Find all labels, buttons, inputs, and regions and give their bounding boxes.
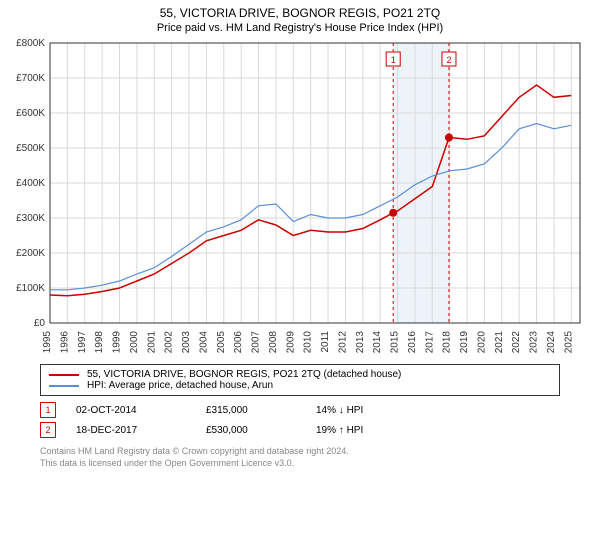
chart-svg: £0 £100K £200K £300K £400K £500K £600K £700K £80… [10, 38, 590, 358]
sale-marker: 2 [40, 422, 56, 438]
svg-text:2022: 2022 [511, 331, 522, 354]
svg-text:1998: 1998 [94, 331, 105, 354]
legend-label: 55, VICTORIA DRIVE, BOGNOR REGIS, PO21 2… [87, 369, 401, 380]
svg-text:£100K: £100K [16, 283, 45, 294]
legend-swatch [49, 385, 79, 387]
legend-row: 55, VICTORIA DRIVE, BOGNOR REGIS, PO21 2… [49, 369, 551, 380]
svg-text:2001: 2001 [146, 331, 157, 354]
sale-delta: 19% ↑ HPI [316, 425, 363, 436]
svg-text:2: 2 [446, 55, 451, 65]
svg-text:1997: 1997 [77, 331, 88, 354]
svg-text:£800K: £800K [16, 38, 45, 49]
legend-row: HPI: Average price, detached house, Arun [49, 380, 551, 391]
svg-text:2013: 2013 [355, 331, 366, 354]
svg-text:2023: 2023 [529, 331, 540, 354]
chart-container: £0 £100K £200K £300K £400K £500K £600K £700K £80… [10, 38, 590, 358]
svg-text:2009: 2009 [285, 331, 296, 354]
sale-row: 1 02-OCT-2014 £315,000 14% ↓ HPI [40, 400, 560, 420]
svg-text:2014: 2014 [372, 331, 383, 354]
svg-text:2015: 2015 [390, 331, 401, 354]
sale-date: 18-DEC-2017 [76, 425, 186, 436]
svg-text:1996: 1996 [59, 331, 70, 354]
svg-text:2000: 2000 [129, 331, 140, 354]
svg-text:2016: 2016 [407, 331, 418, 354]
footer: Contains HM Land Registry data © Crown c… [40, 446, 560, 469]
svg-text:1999: 1999 [112, 331, 123, 354]
sale-date: 02-OCT-2014 [76, 405, 186, 416]
svg-text:2002: 2002 [164, 331, 175, 354]
footer-line-1: Contains HM Land Registry data © Crown c… [40, 446, 560, 458]
sale-price: £315,000 [206, 405, 296, 416]
svg-text:2025: 2025 [563, 331, 574, 354]
svg-text:1995: 1995 [42, 331, 53, 354]
svg-text:2011: 2011 [320, 331, 331, 353]
svg-text:2018: 2018 [442, 331, 453, 354]
svg-text:2019: 2019 [459, 331, 470, 354]
svg-text:2017: 2017 [424, 331, 435, 354]
svg-text:£500K: £500K [16, 143, 45, 154]
sale-delta: 14% ↓ HPI [316, 405, 363, 416]
svg-text:£700K: £700K [16, 73, 45, 84]
svg-text:2020: 2020 [476, 331, 487, 354]
sale-row: 2 18-DEC-2017 £530,000 19% ↑ HPI [40, 420, 560, 440]
svg-text:2012: 2012 [337, 331, 348, 354]
svg-text:£200K: £200K [16, 248, 45, 259]
svg-text:2021: 2021 [494, 331, 505, 354]
svg-text:2007: 2007 [251, 331, 262, 354]
svg-text:2008: 2008 [268, 331, 279, 354]
svg-text:2003: 2003 [181, 331, 192, 354]
legend-swatch [49, 374, 79, 376]
page-subtitle: Price paid vs. HM Land Registry's House … [0, 20, 600, 38]
svg-text:£600K: £600K [16, 108, 45, 119]
svg-text:2005: 2005 [216, 331, 227, 354]
sale-marker: 1 [40, 402, 56, 418]
svg-text:1: 1 [391, 55, 396, 65]
legend-label: HPI: Average price, detached house, Arun [87, 380, 273, 391]
svg-text:2004: 2004 [198, 331, 209, 354]
svg-text:£400K: £400K [16, 178, 45, 189]
svg-text:2006: 2006 [233, 331, 244, 354]
page-title: 55, VICTORIA DRIVE, BOGNOR REGIS, PO21 2… [0, 0, 600, 20]
sales-table: 1 02-OCT-2014 £315,000 14% ↓ HPI 2 18-DEC-201… [40, 400, 560, 440]
svg-text:£0: £0 [34, 318, 46, 329]
svg-text:£300K: £300K [16, 213, 45, 224]
svg-text:2024: 2024 [546, 331, 557, 354]
svg-text:2010: 2010 [303, 331, 314, 354]
footer-line-2: This data is licensed under the Open Gov… [40, 458, 560, 470]
sale-price: £530,000 [206, 425, 296, 436]
legend: 55, VICTORIA DRIVE, BOGNOR REGIS, PO21 2… [40, 364, 560, 396]
